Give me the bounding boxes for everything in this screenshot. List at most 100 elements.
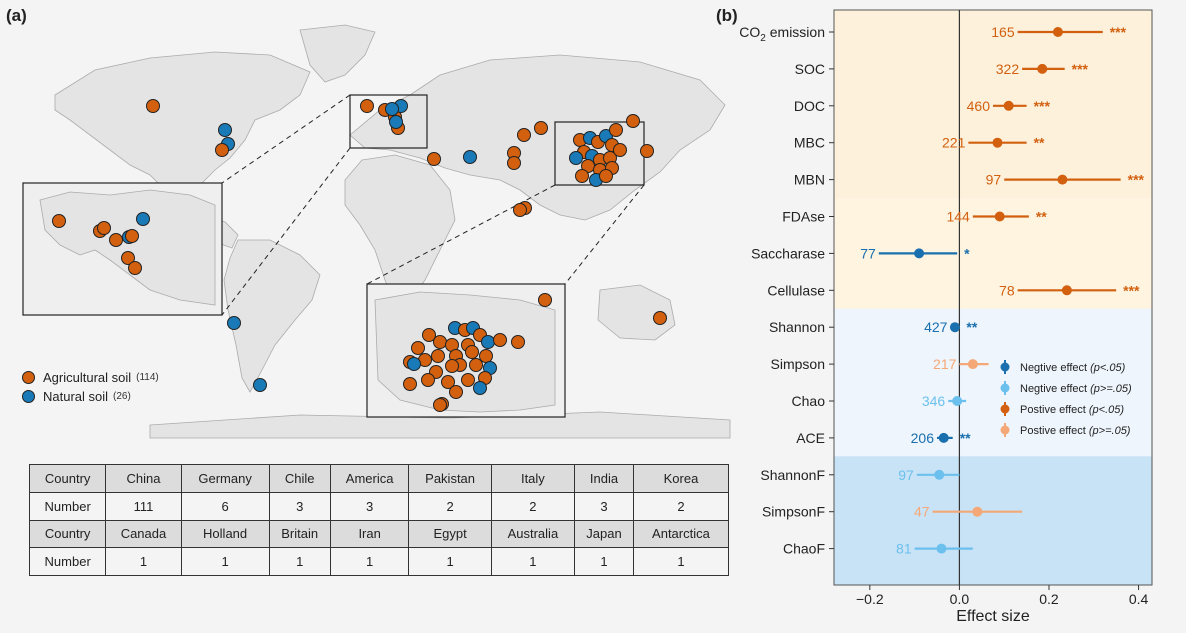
agricultural-site xyxy=(511,335,525,349)
agricultural-site xyxy=(449,385,463,399)
natural-site xyxy=(227,316,241,330)
significance-label: *** xyxy=(1128,172,1145,188)
table-cell: 1 xyxy=(490,547,576,576)
agricultural-site xyxy=(109,233,123,247)
table-cell: 2 xyxy=(490,491,576,521)
legend-label: Negtive effect (p<.05) xyxy=(1020,362,1126,374)
plot-frame xyxy=(833,9,1153,586)
significance-label: *** xyxy=(1110,24,1127,40)
sample-size-label: 322 xyxy=(996,61,1020,77)
table-cell: Germany xyxy=(180,464,270,493)
significance-label: ** xyxy=(1036,209,1047,225)
significance-label: *** xyxy=(1072,61,1089,77)
row-header: Country xyxy=(28,519,107,549)
row-header: Number xyxy=(28,547,107,576)
effect-point xyxy=(934,469,945,480)
agricultural-site xyxy=(538,293,552,307)
agricultural-site xyxy=(640,144,654,158)
row-label: SimpsonF xyxy=(762,504,825,520)
significance-label: ** xyxy=(960,430,971,446)
row-label: DOC xyxy=(794,98,825,114)
effect-point xyxy=(936,543,947,554)
x-tick-label: 0.0 xyxy=(950,591,970,607)
legend-agricultural: Agricultural soil (114) xyxy=(22,368,159,387)
table-cell: Egypt xyxy=(408,519,492,549)
agricultural-site xyxy=(517,128,531,142)
sample-size-label: 206 xyxy=(911,430,935,446)
row-label: SOC xyxy=(795,61,825,77)
table-cell: Italy xyxy=(490,464,576,493)
natural-site xyxy=(569,151,583,165)
table-cell: 1 xyxy=(632,547,730,576)
greenland xyxy=(299,24,376,83)
effect-point xyxy=(972,506,983,517)
table-cell: 1 xyxy=(329,547,410,576)
effect-point xyxy=(1061,285,1072,296)
effect-point xyxy=(992,137,1003,148)
agricultural-site xyxy=(469,358,483,372)
x-tick-label: 0.4 xyxy=(1129,591,1149,607)
agricultural-site xyxy=(653,311,667,325)
effect-point xyxy=(1057,174,1068,185)
group-band xyxy=(834,456,1152,585)
row-label: MBC xyxy=(794,135,825,151)
legend-natural-count: (26) xyxy=(113,391,131,402)
agricultural-site xyxy=(146,99,160,113)
row-label: ShannonF xyxy=(760,467,825,483)
world-map xyxy=(22,24,731,439)
legend-label: Postive effect (p>=.05) xyxy=(1020,425,1131,437)
agricultural-site xyxy=(465,345,479,359)
row-label: Cellulase xyxy=(767,282,825,298)
legend-natural: Natural soil (26) xyxy=(22,387,159,406)
legend-marker xyxy=(1000,383,1010,393)
legend-marker xyxy=(1000,425,1010,435)
agricultural-site xyxy=(507,156,521,170)
table-cell: 6 xyxy=(180,491,270,521)
significance-label: *** xyxy=(1034,98,1051,114)
row-label: ACE xyxy=(796,430,825,446)
legend-agricultural-label: Agricultural soil xyxy=(43,370,132,385)
sample-size-label: 97 xyxy=(898,467,914,483)
table-cell: Holland xyxy=(180,519,270,549)
antarctica xyxy=(149,411,731,439)
table-cell: China xyxy=(105,464,182,493)
x-tick-label: 0.2 xyxy=(1039,591,1059,607)
significance-label: * xyxy=(964,245,970,261)
effect-point xyxy=(952,396,963,406)
natural-site xyxy=(389,115,403,129)
x-axis-label: Effect size xyxy=(956,608,1030,625)
natural-site xyxy=(473,381,487,395)
agricultural-site xyxy=(421,373,435,387)
agricultural-site xyxy=(599,169,613,183)
agricultural-site xyxy=(422,328,436,342)
agricultural-site xyxy=(433,398,447,412)
agricultural-site xyxy=(626,114,640,128)
agricultural-site xyxy=(128,261,142,275)
agricultural-site xyxy=(441,375,455,389)
table-row: Country China Germany Chile America Pakistan I… xyxy=(28,464,730,493)
agricultural-site xyxy=(403,377,417,391)
natural-site xyxy=(385,102,399,116)
agricultural-site xyxy=(125,229,139,243)
australia xyxy=(597,284,676,341)
group-band xyxy=(834,10,1152,199)
row-label: Chao xyxy=(792,393,826,409)
agricultural-site xyxy=(534,121,548,135)
south-america xyxy=(223,239,321,393)
effect-point xyxy=(949,322,960,333)
table-cell: Korea xyxy=(632,464,730,493)
agricultural-site xyxy=(445,359,459,373)
table-cell: 2 xyxy=(408,491,492,521)
effect-point xyxy=(1037,63,1048,74)
sample-size-label: 78 xyxy=(999,282,1015,298)
effect-point xyxy=(938,432,949,443)
natural-site xyxy=(136,212,150,226)
sample-size-label: 47 xyxy=(914,504,930,520)
agricultural-site xyxy=(215,143,229,157)
agricultural-site xyxy=(461,373,475,387)
significance-label: ** xyxy=(1034,135,1045,151)
table-row: Number 111 6 3 3 2 2 3 2 xyxy=(28,491,730,521)
table-cell: 3 xyxy=(574,491,634,521)
table-cell: 2 xyxy=(632,491,730,521)
table-cell: 3 xyxy=(329,491,410,521)
